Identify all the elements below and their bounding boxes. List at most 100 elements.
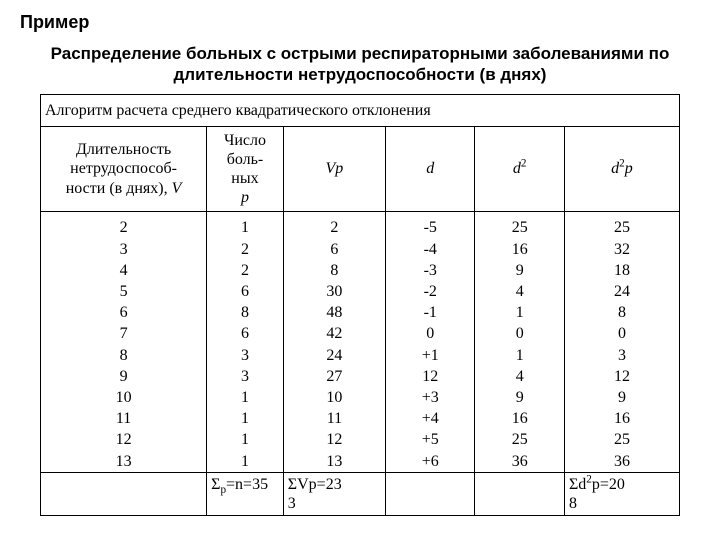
cell-v: 6 <box>41 302 207 323</box>
cell-vp: 13 <box>283 451 385 473</box>
cell-d2p: 3 <box>564 345 679 366</box>
cell-p: 3 <box>207 345 284 366</box>
cell-d: +5 <box>386 429 475 450</box>
cell-d: -4 <box>386 239 475 260</box>
cell-vp: 24 <box>283 345 385 366</box>
table-row: 428-3918 <box>41 260 680 281</box>
page-title: Пример <box>20 12 700 33</box>
cell-d2p: 8 <box>564 302 679 323</box>
sum-d2p-a: Σd <box>569 476 586 493</box>
cell-vp: 12 <box>283 429 385 450</box>
table-row: 5630-2424 <box>41 281 680 302</box>
cell-d: -1 <box>386 302 475 323</box>
header-count: Число боль- ных p <box>207 126 284 212</box>
cell-d2: 4 <box>475 281 564 302</box>
cell-d2: 16 <box>475 239 564 260</box>
cell-vp: 10 <box>283 387 385 408</box>
cell-v: 13 <box>41 451 207 473</box>
sum-d2p: Σd2p=20 8 <box>564 472 679 515</box>
header-duration: Длительность нетрудоспособ- ности (в дня… <box>41 126 207 212</box>
hdr-c2-l1: Число <box>224 132 266 149</box>
cell-p: 1 <box>207 451 284 473</box>
hdr-c1-l2: нетрудоспособ- <box>70 160 177 177</box>
cell-d: -3 <box>386 260 475 281</box>
table-body: 212-52525326-41632428-39185630-24246848-… <box>41 212 680 472</box>
data-table: Алгоритм расчета среднего квадратическог… <box>40 94 680 517</box>
header-d: d <box>386 126 475 212</box>
cell-d2p: 18 <box>564 260 679 281</box>
cell-p: 1 <box>207 212 284 239</box>
cell-d2p: 25 <box>564 212 679 239</box>
sum-p-b: =n=35 <box>226 476 268 493</box>
cell-d2: 0 <box>475 323 564 344</box>
cell-v: 11 <box>41 408 207 429</box>
hdr-c1-l3a: ности (в днях), <box>66 180 172 197</box>
hdr-c1-l3b: V <box>172 180 182 197</box>
cell-v: 10 <box>41 387 207 408</box>
cell-d2p: 36 <box>564 451 679 473</box>
cell-p: 6 <box>207 281 284 302</box>
cell-p: 6 <box>207 323 284 344</box>
cell-d: +6 <box>386 451 475 473</box>
cell-p: 1 <box>207 429 284 450</box>
sum-d2p-b: p=20 <box>592 476 625 493</box>
cell-p: 2 <box>207 239 284 260</box>
cell-p: 1 <box>207 408 284 429</box>
cell-vp: 42 <box>283 323 385 344</box>
header-d2p: d2p <box>564 126 679 212</box>
header-vp: Vp <box>283 126 385 212</box>
hdr-c2-l4: p <box>241 189 249 206</box>
hdr-c4: d <box>426 160 434 177</box>
cell-vp: 6 <box>283 239 385 260</box>
hdr-c6b: p <box>625 160 633 177</box>
table-row: 10110+399 <box>41 387 680 408</box>
table-row: 7642000 <box>41 323 680 344</box>
cell-d: 12 <box>386 366 475 387</box>
cell-d2: 25 <box>475 212 564 239</box>
sum-p: Σp=n=35 <box>207 472 284 515</box>
cell-v: 3 <box>41 239 207 260</box>
cell-d2: 4 <box>475 366 564 387</box>
cell-d: -5 <box>386 212 475 239</box>
cell-d: +3 <box>386 387 475 408</box>
cell-d2: 1 <box>475 302 564 323</box>
cell-vp: 48 <box>283 302 385 323</box>
sum-vp-l2: 3 <box>288 495 296 512</box>
cell-d: 0 <box>386 323 475 344</box>
cell-v: 7 <box>41 323 207 344</box>
hdr-c5sup: 2 <box>521 158 527 170</box>
hdr-c2-l3: ных <box>231 170 258 187</box>
cell-d2: 1 <box>475 345 564 366</box>
cell-d2: 36 <box>475 451 564 473</box>
algorithm-caption-row: Алгоритм расчета среднего квадратическог… <box>41 94 680 126</box>
cell-d2p: 9 <box>564 387 679 408</box>
sum-empty-1 <box>41 472 207 515</box>
cell-d: -2 <box>386 281 475 302</box>
sum-empty-4 <box>386 472 475 515</box>
cell-d2p: 32 <box>564 239 679 260</box>
cell-d2: 9 <box>475 260 564 281</box>
cell-vp: 27 <box>283 366 385 387</box>
cell-v: 12 <box>41 429 207 450</box>
subtitle: Распределение больных с острыми респират… <box>40 43 680 86</box>
sum-vp: ΣVp=23 3 <box>283 472 385 515</box>
cell-d: +1 <box>386 345 475 366</box>
sum-vp-l1: ΣVp=23 <box>288 476 342 493</box>
cell-p: 3 <box>207 366 284 387</box>
sum-empty-5 <box>475 472 564 515</box>
cell-p: 1 <box>207 387 284 408</box>
hdr-c2-l2: боль- <box>227 151 264 168</box>
cell-v: 9 <box>41 366 207 387</box>
sum-d2p-l2: 8 <box>569 495 577 512</box>
cell-vp: 11 <box>283 408 385 429</box>
table-row: 13113+63636 <box>41 451 680 473</box>
hdr-c5a: d <box>513 160 521 177</box>
summary-row: Σp=n=35 ΣVp=23 3 Σd2p=20 8 <box>41 472 680 515</box>
cell-v: 8 <box>41 345 207 366</box>
cell-d2p: 16 <box>564 408 679 429</box>
algorithm-caption: Алгоритм расчета среднего квадратическог… <box>41 94 680 126</box>
table-row: 12112+52525 <box>41 429 680 450</box>
table-row: 8324+113 <box>41 345 680 366</box>
cell-d2p: 12 <box>564 366 679 387</box>
cell-d: +4 <box>386 408 475 429</box>
